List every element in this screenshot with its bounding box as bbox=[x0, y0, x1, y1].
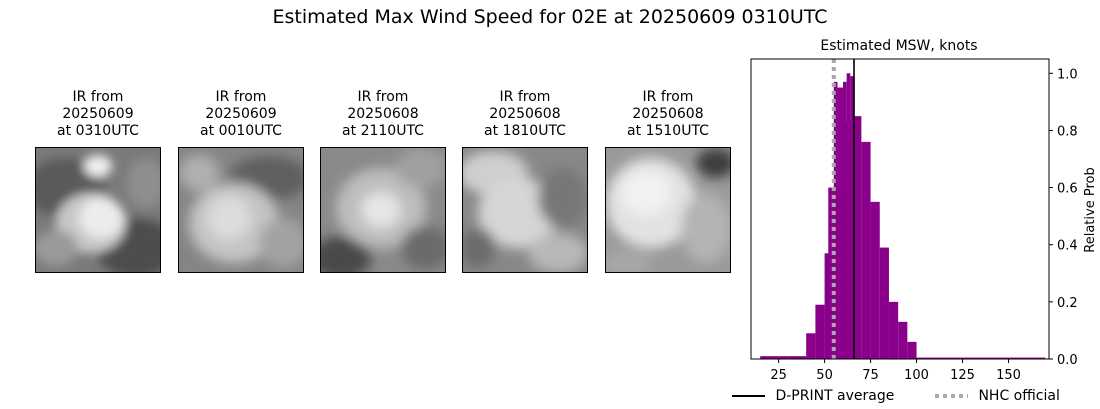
y-tick-label: 0.0 bbox=[1057, 353, 1078, 368]
legend-item-nhc: NHC official bbox=[935, 386, 1060, 406]
histogram-bar bbox=[879, 247, 889, 359]
y-axis-ticks: 0.0 0.2 0.4 0.6 0.8 1.0 bbox=[1049, 67, 1078, 368]
histogram-bar bbox=[1017, 357, 1027, 359]
x-tick-label: 50 bbox=[816, 368, 833, 383]
histogram-bar bbox=[962, 357, 972, 359]
ir-panel-title: IR from 20250608 at 2110UTC bbox=[342, 89, 424, 139]
histogram-bar bbox=[850, 76, 855, 360]
ir-panel-3: IR from 20250608 at 2110UTC bbox=[320, 89, 446, 273]
x-tick-label: 125 bbox=[950, 368, 975, 383]
histogram-bar bbox=[1008, 357, 1018, 359]
dotted-line-swatch bbox=[935, 394, 968, 398]
histogram-bar bbox=[1026, 357, 1037, 359]
ir-panel-title: IR from 20250608 at 1510UTC bbox=[627, 89, 709, 139]
histogram-bar bbox=[888, 301, 899, 359]
ir-satellite-image bbox=[605, 147, 731, 273]
ir-satellite-image bbox=[462, 147, 588, 273]
x-tick-label: 100 bbox=[904, 368, 929, 383]
histogram-bar bbox=[898, 321, 908, 359]
solid-line-swatch bbox=[732, 395, 765, 397]
histogram-bar bbox=[953, 357, 963, 359]
y-axis-label: Relative Prob bbox=[1083, 167, 1098, 252]
histogram-bar bbox=[999, 357, 1009, 359]
histogram-bar bbox=[944, 357, 954, 359]
histogram-bar bbox=[925, 357, 935, 359]
legend-label: NHC official bbox=[978, 388, 1060, 404]
histogram-bar bbox=[778, 356, 788, 359]
y-tick-label: 0.8 bbox=[1057, 124, 1078, 139]
histogram-bar bbox=[870, 201, 880, 359]
histogram-bar bbox=[846, 73, 851, 360]
histogram-bar bbox=[828, 187, 834, 359]
y-tick-label: 1.0 bbox=[1057, 67, 1078, 82]
ir-panel-1: IR from 20250609 at 0310UTC bbox=[35, 89, 161, 273]
ir-panel-title: IR from 20250608 at 1810UTC bbox=[484, 89, 566, 139]
histogram-bar bbox=[837, 87, 843, 360]
histogram-bar bbox=[842, 81, 847, 359]
x-tick-label: 75 bbox=[862, 368, 879, 383]
x-tick-label: 150 bbox=[996, 368, 1021, 383]
ir-panel-2: IR from 20250609 at 0010UTC bbox=[178, 89, 304, 273]
ir-satellite-image bbox=[178, 147, 304, 273]
histogram-bar bbox=[815, 304, 825, 359]
histogram-bar bbox=[980, 357, 991, 359]
x-tick-label: 25 bbox=[770, 368, 787, 383]
histogram-bar bbox=[971, 357, 981, 359]
ir-panel-title: IR from 20250609 at 0310UTC bbox=[57, 89, 139, 139]
legend-label: D-PRINT average bbox=[775, 388, 895, 404]
histogram-bar bbox=[916, 357, 926, 359]
x-axis-ticks: 25 50 75 100 125 150 bbox=[770, 359, 1021, 383]
histogram-bar bbox=[760, 356, 770, 359]
y-tick-label: 0.6 bbox=[1057, 182, 1078, 197]
histogram-bar bbox=[769, 356, 779, 359]
histogram-bar bbox=[861, 141, 871, 359]
histogram-bars bbox=[760, 73, 1046, 360]
ir-panel-4: IR from 20250608 at 1810UTC bbox=[462, 89, 588, 273]
figure-title: Estimated Max Wind Speed for 02E at 2025… bbox=[272, 6, 828, 28]
histogram-bar bbox=[796, 356, 807, 359]
y-tick-label: 0.4 bbox=[1057, 239, 1078, 254]
histogram-bar bbox=[787, 356, 797, 359]
chart-title: Estimated MSW, knots bbox=[820, 38, 977, 54]
ir-satellite-image bbox=[320, 147, 446, 273]
histogram-bar bbox=[990, 357, 1000, 359]
y-tick-label: 0.2 bbox=[1057, 296, 1078, 311]
histogram-bar bbox=[806, 333, 816, 359]
ir-panel-5: IR from 20250608 at 1510UTC bbox=[605, 89, 731, 273]
ir-panel-title: IR from 20250609 at 0010UTC bbox=[200, 89, 282, 139]
reference-lines bbox=[831, 59, 855, 359]
histogram-bar bbox=[1036, 357, 1046, 359]
histogram-bar bbox=[934, 357, 945, 359]
histogram-bar bbox=[907, 341, 917, 359]
histogram-bar bbox=[852, 116, 862, 360]
plot-frame bbox=[750, 58, 1050, 360]
ir-satellite-image bbox=[35, 147, 161, 273]
legend-item-dprint: D-PRINT average bbox=[732, 386, 894, 406]
